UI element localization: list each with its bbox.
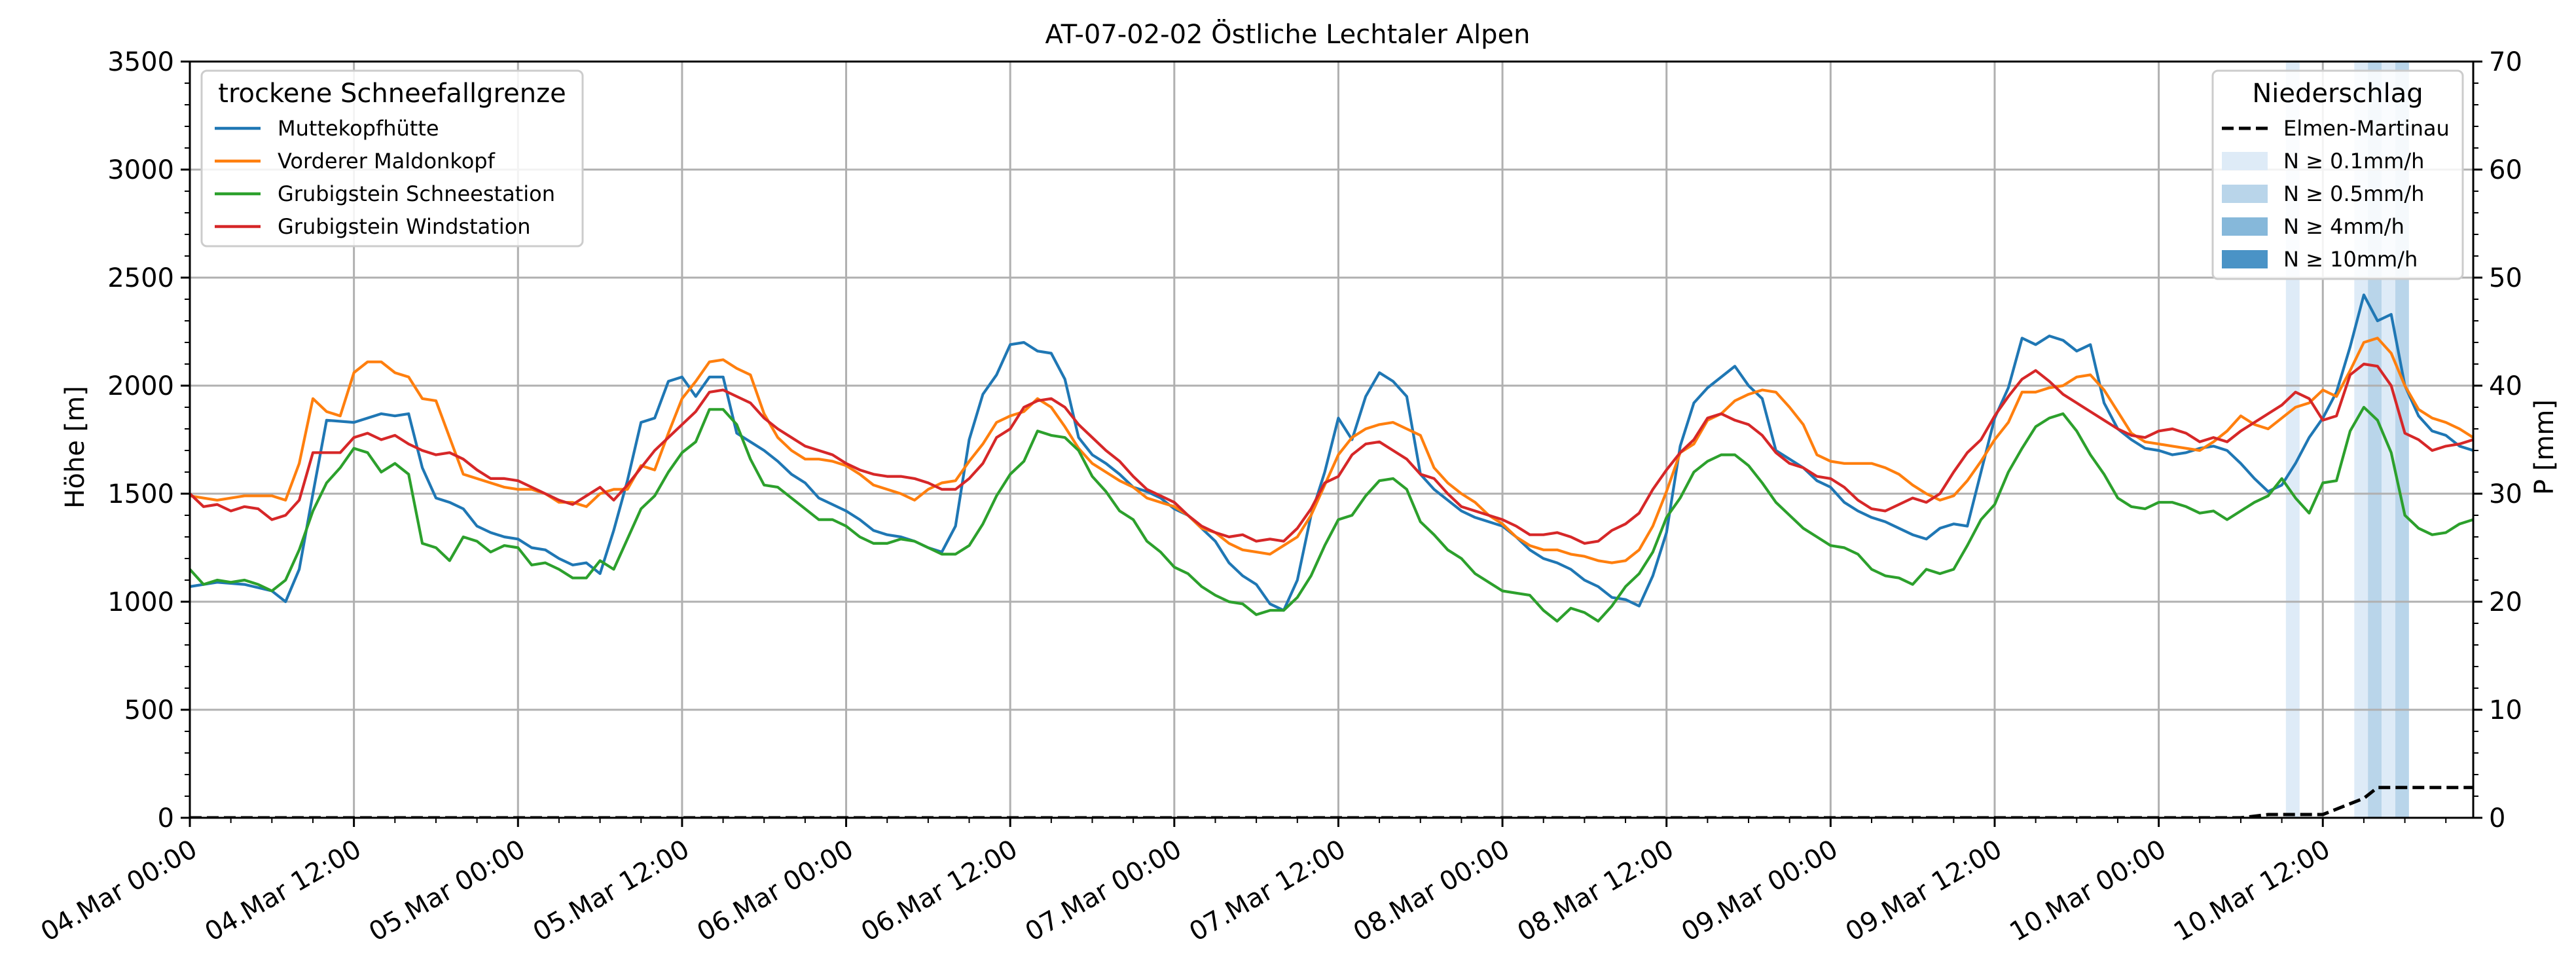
legend-right-title: Niederschlag bbox=[2252, 79, 2423, 109]
y-axis: 0 500 1000 1500 2000 2500 3000 3500 bbox=[107, 47, 190, 834]
legend-right-band-swatch-0 bbox=[2222, 152, 2268, 170]
legend-right-band-label-0: N ≥ 0.1mm/h bbox=[2283, 149, 2424, 174]
y-tick-label-4: 2000 bbox=[107, 371, 174, 401]
series-line-0 bbox=[190, 293, 2473, 612]
legend-left-label-2: Grubigstein Schneestation bbox=[278, 181, 555, 206]
y-tick-label-6: 3000 bbox=[107, 155, 174, 185]
y2-tick-label-6: 60 bbox=[2489, 155, 2522, 185]
series-line-3 bbox=[190, 362, 2473, 545]
legend-left-label-1: Vorderer Maldonkopf bbox=[278, 149, 496, 174]
y2-tick-label-5: 50 bbox=[2489, 263, 2522, 293]
legend-right-band-label-2: N ≥ 4mm/h bbox=[2283, 214, 2404, 239]
chart-title: AT-07-02-02 Östliche Lechtaler Alpen bbox=[1045, 18, 1530, 50]
legend-right: Niederschlag Elmen-Martinau N ≥ 0.1mm/h N ≥… bbox=[2211, 69, 2464, 280]
precip-line bbox=[190, 786, 2473, 818]
legend-right-band-label-1: N ≥ 0.5mm/h bbox=[2283, 181, 2424, 206]
y-tick-label-5: 2500 bbox=[107, 263, 174, 293]
legend-right-band-label-3: N ≥ 10mm/h bbox=[2283, 247, 2418, 272]
legend-right-band-swatch-2 bbox=[2222, 217, 2268, 236]
y-tick-label-7: 3500 bbox=[107, 47, 174, 77]
series-line-1 bbox=[190, 337, 2473, 564]
legend-left-title: trockene Schneefallgrenze bbox=[218, 79, 566, 109]
y-tick-label-0: 0 bbox=[158, 803, 174, 834]
y-tick-label-2: 1000 bbox=[107, 587, 174, 617]
y2-tick-label-0: 0 bbox=[2489, 803, 2505, 834]
legend-right-band-swatch-1 bbox=[2222, 185, 2268, 203]
y2-axis-label: P [mm] bbox=[2530, 399, 2560, 495]
legend-left-box bbox=[200, 69, 584, 247]
legend-left-label-3: Grubigstein Windstation bbox=[278, 214, 531, 239]
series-line-2 bbox=[190, 405, 2473, 623]
legend-right-band-swatch-3 bbox=[2222, 250, 2268, 268]
legend-right-line-label: Elmen-Martinau bbox=[2283, 116, 2450, 141]
y-tick-label-3: 1500 bbox=[107, 479, 174, 509]
y-axis-label: Höhe [m] bbox=[60, 386, 90, 508]
y2-tick-label-4: 40 bbox=[2489, 371, 2522, 401]
axes-frame bbox=[189, 60, 2475, 819]
series-lines bbox=[190, 293, 2473, 818]
y2-tick-label-7: 70 bbox=[2489, 47, 2522, 77]
y2-axis: 0 10 20 30 40 50 60 70 bbox=[2473, 47, 2522, 834]
y2-tick-label-1: 10 bbox=[2489, 695, 2522, 725]
legend-left-label-0: Muttekopfhütte bbox=[278, 116, 439, 141]
y2-tick-label-2: 20 bbox=[2489, 587, 2522, 617]
legend-left: trockene Schneefallgrenze Muttekopfhütte V… bbox=[200, 69, 584, 247]
y-tick-label-1: 500 bbox=[124, 695, 174, 725]
y2-tick-label-3: 30 bbox=[2489, 479, 2522, 509]
legend-right-box bbox=[2211, 69, 2464, 280]
